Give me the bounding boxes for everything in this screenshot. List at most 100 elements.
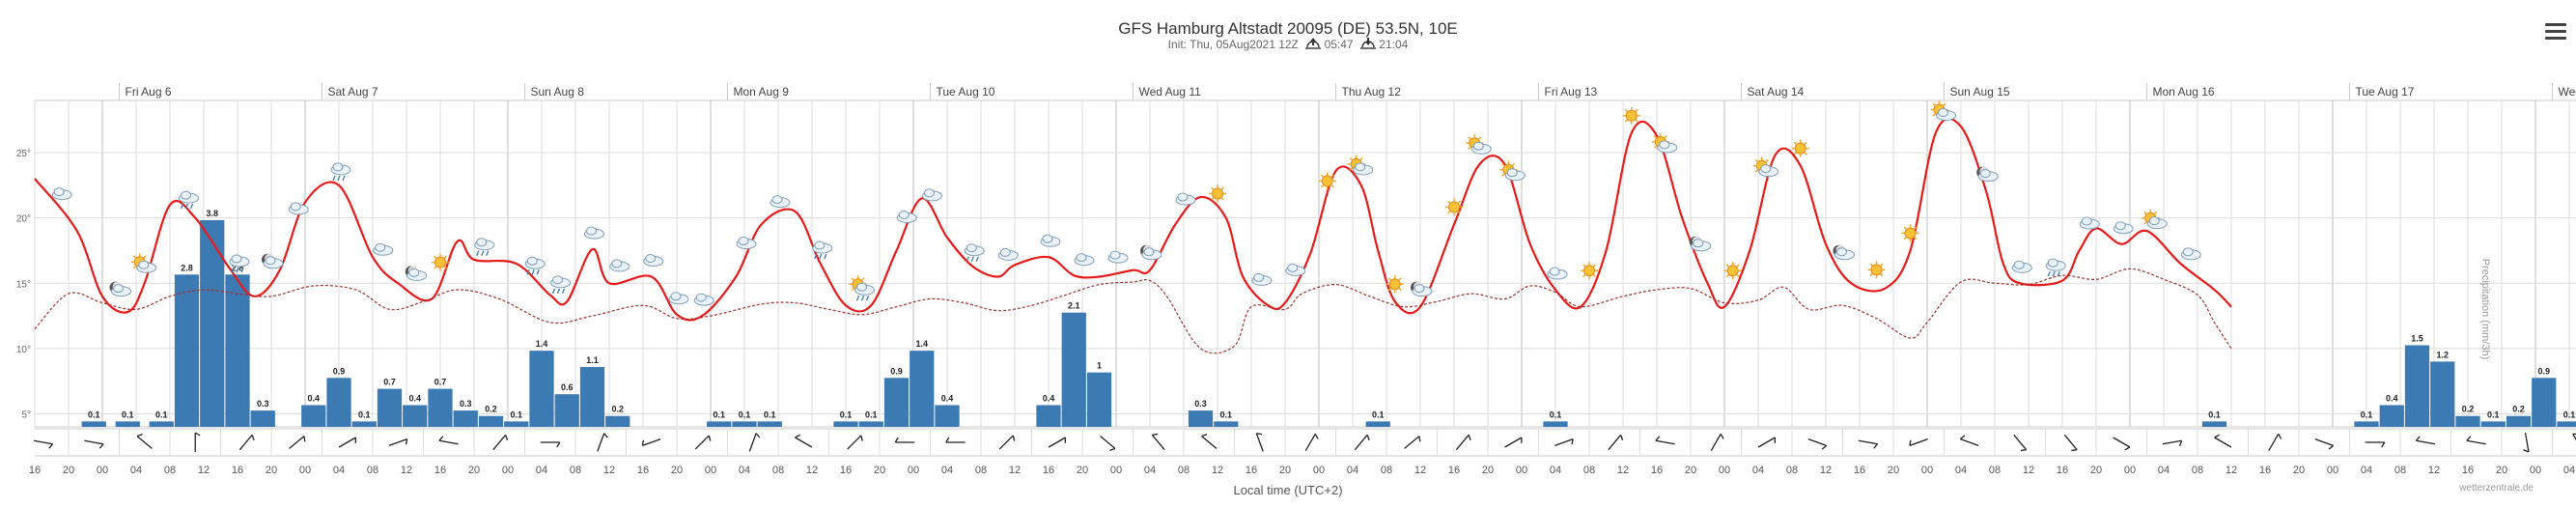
cloud-icon (2079, 216, 2100, 230)
hour-tick-label: 16 (637, 465, 649, 476)
precip-bar-label: 0.1 (88, 409, 100, 419)
precip-bar-label: 1.2 (2436, 350, 2449, 359)
cloud-icon (609, 259, 630, 272)
hour-tick-label: 20 (1685, 465, 1696, 476)
hour-tick-label: 00 (502, 465, 514, 476)
wind-arrow-icon (1304, 434, 1319, 451)
weather-icons (51, 100, 2201, 306)
hour-tick-label: 20 (1077, 465, 1088, 476)
plot-frame (34, 99, 2576, 428)
wind-arrow-icon (1608, 434, 1624, 451)
y-right-axis-title: Precipitation (mm/3h) (2479, 258, 2491, 360)
cloud-icon (1285, 263, 1306, 276)
precip-bar (732, 421, 757, 427)
hour-tick-label: 08 (2394, 465, 2406, 476)
sun-icon (1386, 275, 1404, 294)
temperature-lines (34, 117, 2232, 354)
wind-arrow-icon (540, 441, 561, 448)
precip-bar (225, 274, 250, 427)
wind-arrow-icon (795, 434, 813, 448)
precip-bar (1214, 421, 1239, 427)
precip-bar-label: 1.4 (915, 339, 928, 349)
hour-tick-label: 20 (63, 465, 74, 476)
hour-tick-label: 00 (2530, 465, 2541, 476)
hour-tick-label: 04 (1347, 465, 1358, 476)
precip-bar-label: 0.4 (2386, 393, 2398, 403)
cloud-icon (770, 195, 791, 209)
hour-tick-label: 16 (2462, 465, 2474, 476)
precip-bar-label: 1.5 (2411, 334, 2423, 344)
wind-arrow-icon (1455, 434, 1471, 451)
wind-arrow-icon (2365, 441, 2386, 448)
wind-arrow-icon (1757, 437, 1777, 448)
wind-arrow-icon (1959, 435, 1979, 447)
precip-bar-label: 0.7 (383, 378, 396, 387)
moon-cloud-icon (1976, 166, 1999, 183)
hour-tick-label: 04 (739, 465, 750, 476)
hour-tick-label: 12 (1820, 465, 1832, 476)
cloud-icon (896, 210, 917, 223)
precip-bar-label: 0.1 (2563, 409, 2576, 419)
wind-arrow-icon (694, 435, 712, 450)
precip-bar (403, 405, 428, 427)
hour-tick-label: 12 (198, 465, 210, 476)
precip-bar-label: 0.4 (1043, 393, 1055, 403)
hour-tick-label: 08 (975, 465, 987, 476)
hour-tick-label: 08 (1583, 465, 1595, 476)
sun-cloud-icon (1930, 100, 1956, 122)
hour-tick-label: 00 (2124, 465, 2136, 476)
hour-tick-label: 04 (1144, 465, 1156, 476)
wind-arrow-icon (33, 439, 54, 449)
hour-tick-label: 08 (1786, 465, 1798, 476)
precip-bar (504, 421, 529, 427)
day-labels: Fri Aug 6 Sat Aug 7 Sun Aug 8 Mon Aug 9 Tue … (119, 83, 2576, 100)
precip-bar (377, 388, 403, 427)
hour-tick-label: 00 (1921, 465, 1933, 476)
hour-tick-label: 12 (2428, 465, 2440, 476)
sun-cloud-icon (130, 253, 157, 273)
y-left-tick-label: 20° (16, 214, 31, 225)
sun-icon (1209, 184, 1226, 203)
precipitation-bars: 0.1 0.1 0.1 2.8 3.8 2.8 0.3 0.4 0.9 0.1 0.7 0.4 0.7 0… (81, 209, 2576, 427)
sun-icon (1445, 198, 1463, 216)
wind-arrow-icon (2013, 434, 2028, 452)
hour-tick-label: 08 (2192, 465, 2203, 476)
hour-tick-label: 04 (1550, 465, 1561, 476)
wind-arrow-icon (1255, 432, 1264, 452)
precip-bar-label: 0.3 (257, 399, 269, 409)
precip-bar (883, 378, 910, 427)
sun-icon (1581, 262, 1598, 280)
hour-tick-label: 12 (1414, 465, 1426, 476)
day-label: Thu Aug 12 (1342, 85, 1402, 99)
wind-arrow-icon (998, 435, 1016, 450)
cloud-icon (736, 236, 757, 249)
precip-bar-label: 0.1 (1219, 409, 1232, 419)
sun-icon (1791, 139, 1809, 157)
sun-cloud-icon (1752, 156, 1779, 178)
wind-arrow-icon (2523, 433, 2530, 453)
day-label: Wed Aug 18 (2559, 85, 2576, 99)
credit-link[interactable]: wetterzentrale.de (2459, 483, 2534, 494)
sun-icon (1867, 261, 1886, 279)
precip-bar-label: 0.1 (122, 409, 134, 419)
temperature-axis: 5° 10° 15° 20° 25° (16, 149, 31, 420)
chart-menu-button[interactable] (2545, 23, 2566, 41)
precip-bar (1036, 405, 1061, 427)
hour-tick-label: 20 (2090, 465, 2102, 476)
day-label: Wed Aug 11 (1139, 85, 1202, 99)
moon-cloud-icon (1689, 236, 1712, 252)
precip-bar-label: 0.1 (510, 409, 522, 419)
hour-tick-label: 00 (1516, 465, 1527, 476)
sunrise-time: 05:47 (1324, 38, 1354, 51)
hour-tick-label: 00 (908, 465, 919, 476)
hour-tick-label: 12 (1212, 465, 1223, 476)
precip-bar (2557, 421, 2576, 427)
precip-bar-label: 1 (1097, 361, 1102, 371)
wind-arrow-icon (2214, 434, 2232, 448)
moon-cloud-icon (1411, 281, 1433, 297)
hour-tick-label: 08 (570, 465, 581, 476)
hour-tick-label: 08 (772, 465, 784, 476)
precip-bar (1061, 312, 1086, 427)
hour-tick-label: 16 (840, 465, 852, 476)
